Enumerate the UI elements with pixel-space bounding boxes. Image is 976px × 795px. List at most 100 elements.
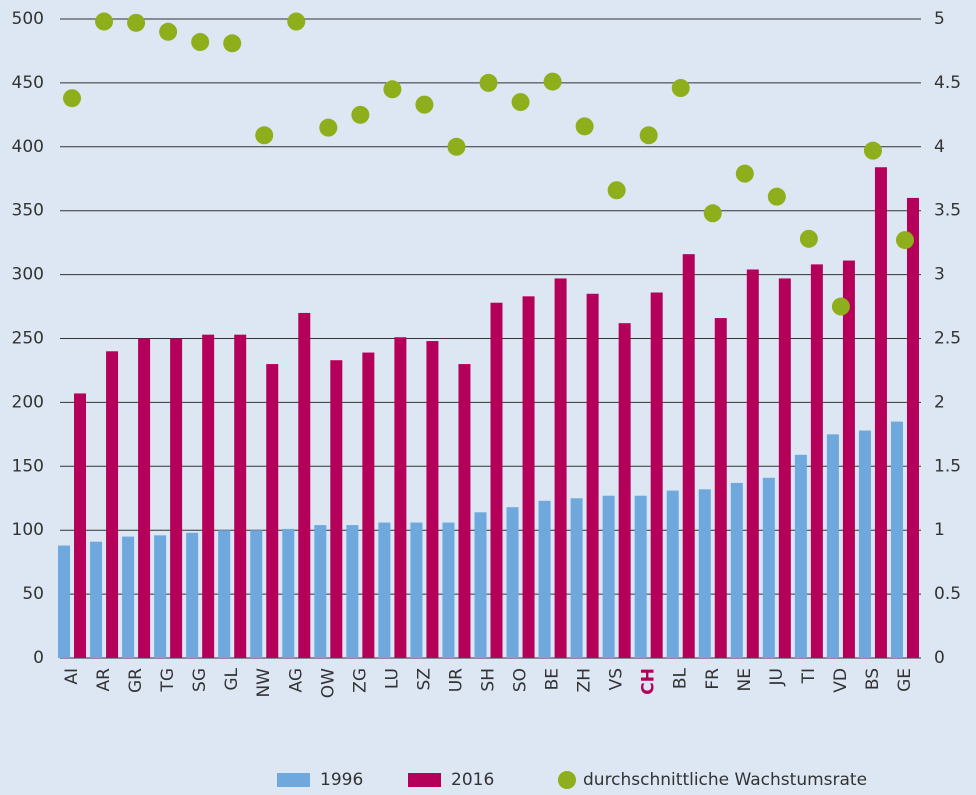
dot [511, 93, 530, 112]
dot [159, 22, 178, 41]
legend-swatch [408, 773, 441, 787]
bar [426, 341, 439, 658]
bar [666, 490, 679, 658]
x-tick-label: BE [543, 668, 563, 690]
dot [95, 12, 114, 31]
dot [607, 181, 626, 200]
bar [170, 338, 183, 658]
bar [522, 296, 535, 658]
bar [330, 360, 343, 658]
bar [506, 507, 519, 658]
bar [858, 430, 871, 658]
x-tick-label: CH [639, 668, 659, 695]
dot [543, 72, 562, 91]
x-tick-label: SZ [414, 668, 434, 690]
x-tick-label: BL [671, 667, 691, 689]
dot [127, 13, 146, 32]
y2-tick-label: 4 [934, 137, 945, 157]
bar [234, 334, 247, 658]
y-tick-label: 500 [12, 9, 44, 29]
bar [154, 535, 167, 658]
x-tick-label: ZH [575, 668, 595, 692]
dot [799, 229, 818, 248]
bar [698, 489, 711, 658]
x-tick-label: SG [190, 668, 210, 692]
y2-tick-label: 3.5 [934, 201, 961, 221]
dot [223, 34, 242, 53]
x-tick-label: GL [222, 667, 242, 690]
dot [63, 89, 82, 108]
bar [314, 525, 327, 658]
bar [746, 269, 759, 658]
x-tick-label: GR [126, 668, 146, 693]
bar [490, 302, 503, 658]
legend-label: 1996 [320, 770, 363, 790]
y2-tick-label: 1.5 [934, 456, 961, 476]
dot [415, 95, 434, 114]
x-tick-label: JU [767, 668, 787, 686]
dot [351, 105, 370, 124]
bar [218, 530, 231, 658]
dot [287, 12, 306, 31]
y-tick-label: 400 [12, 137, 44, 157]
y2-tick-label: 0 [934, 648, 945, 668]
bar [874, 167, 887, 659]
y-tick-label: 0 [33, 648, 44, 668]
dot [703, 204, 722, 223]
y-tick-label: 450 [12, 73, 44, 93]
bar [186, 532, 199, 658]
dot [447, 137, 466, 156]
x-tick-label: TI [799, 668, 819, 684]
bar [202, 334, 215, 658]
x-tick-label: GE [895, 668, 915, 692]
y2-tick-label: 4.5 [934, 73, 961, 93]
y2-tick-label: 3 [934, 265, 945, 285]
bar [634, 495, 647, 658]
dot [767, 187, 786, 206]
bar [586, 293, 599, 658]
bar [826, 434, 839, 658]
dot [191, 33, 210, 52]
bar [282, 528, 295, 658]
bar [842, 260, 855, 658]
bar [682, 254, 695, 659]
bar [730, 482, 743, 658]
x-tick-label: SO [511, 668, 531, 692]
legend-label: durchschnittliche Wachstumsrate [583, 770, 867, 790]
bar [74, 393, 87, 658]
dot [895, 231, 914, 250]
x-tick-label: ZG [350, 668, 370, 693]
bar [474, 512, 487, 658]
y-tick-label: 150 [12, 456, 44, 476]
y2-tick-label: 2.5 [934, 329, 961, 349]
dot [831, 297, 850, 316]
x-tick-label: SH [479, 668, 499, 692]
y-tick-label: 200 [12, 392, 44, 412]
bar [890, 421, 903, 658]
dot [639, 126, 658, 145]
y2-tick-label: 2 [934, 392, 945, 412]
x-tick-label: AR [94, 668, 114, 692]
x-tick-label: AI [62, 668, 82, 685]
bar [762, 477, 775, 658]
x-tick-label: UR [446, 668, 466, 692]
legend-swatch [277, 773, 310, 787]
x-tick-label: NE [735, 668, 755, 691]
bar [58, 545, 71, 658]
bar [458, 364, 471, 658]
y-tick-label: 250 [12, 329, 44, 349]
bar [810, 264, 823, 658]
x-tick-label: NW [254, 668, 274, 698]
x-tick-label: BS [863, 668, 883, 690]
bar [554, 278, 567, 658]
bar [106, 351, 119, 658]
bar [122, 536, 135, 658]
bar [138, 338, 151, 658]
dot [255, 126, 274, 145]
bar [378, 522, 391, 658]
legend-label: 2016 [451, 770, 494, 790]
x-tick-label: FR [703, 668, 723, 690]
bar [346, 525, 359, 658]
bar [90, 541, 103, 658]
